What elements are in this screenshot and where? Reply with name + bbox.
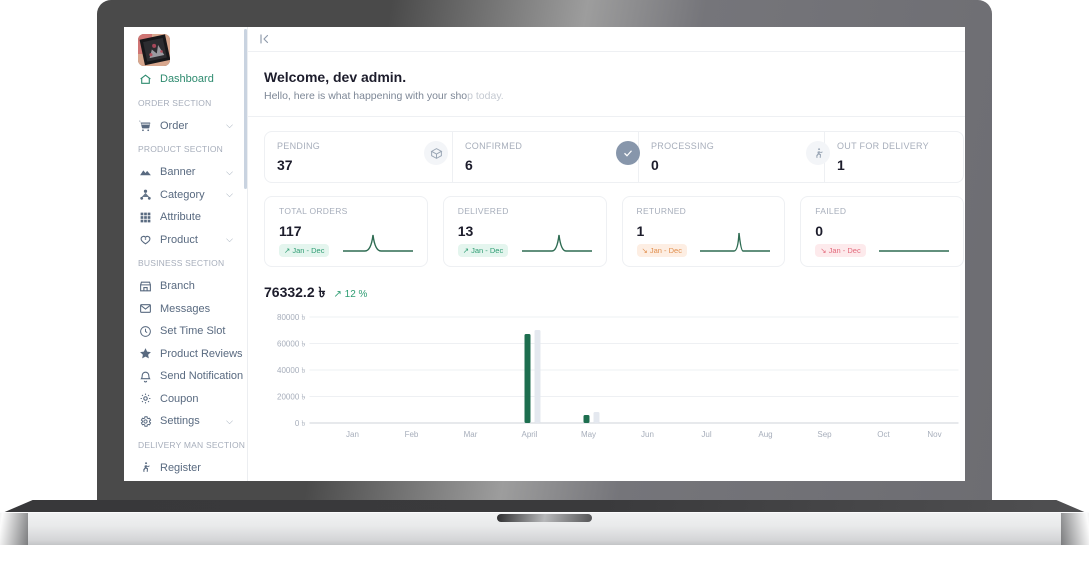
svg-text:80000 ৳: 80000 ৳ [277,313,305,322]
svg-text:Jun: Jun [641,430,654,439]
svg-text:20000 ৳: 20000 ৳ [277,393,305,402]
svg-text:Oct: Oct [877,430,890,439]
svg-text:0 ৳: 0 ৳ [295,419,306,428]
svg-text:40000 ৳: 40000 ৳ [277,366,305,375]
svg-text:Jul: Jul [701,430,711,439]
svg-text:Sep: Sep [817,430,832,439]
svg-text:Mar: Mar [464,430,478,439]
svg-text:60000 ৳: 60000 ৳ [277,340,305,349]
svg-text:Jan: Jan [346,430,359,439]
svg-text:May: May [581,430,596,439]
svg-text:Nov: Nov [927,430,941,439]
svg-text:Aug: Aug [758,430,772,439]
svg-text:April: April [521,430,537,439]
svg-text:Feb: Feb [405,430,419,439]
